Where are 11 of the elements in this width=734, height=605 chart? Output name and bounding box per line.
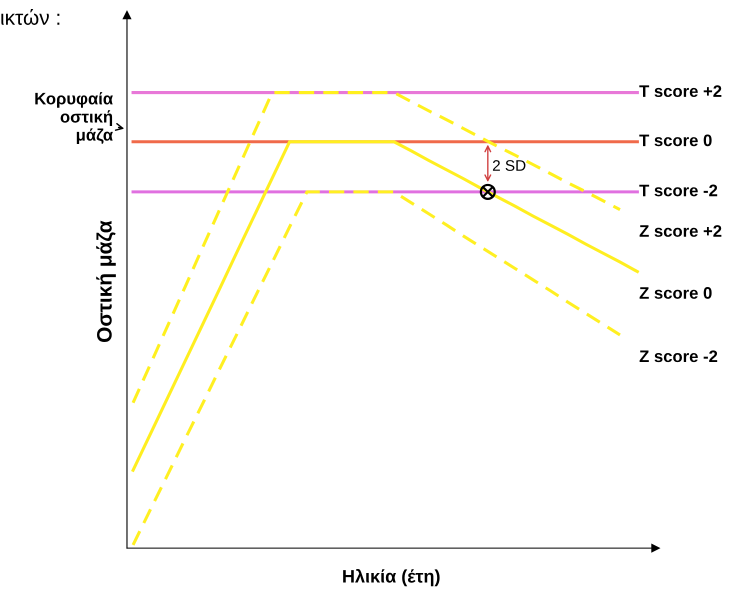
series-label: Z score 0 [640,287,712,299]
y-axis-title: Οστική μάζα [96,220,116,342]
series-label: Z score +2 [640,225,722,237]
series-label: T score -2 [639,184,718,196]
series-label: T score +2 [639,85,722,98]
series-label: Z score -2 [640,350,718,362]
annotation: 2 SD [492,160,526,171]
text: ικτών : [1,9,60,25]
series-label: T score 0 [639,134,712,146]
x-axis-title: Ηλικία (έτη) [343,568,440,586]
text: Κορυφαία οστική μάζα [35,92,113,144]
